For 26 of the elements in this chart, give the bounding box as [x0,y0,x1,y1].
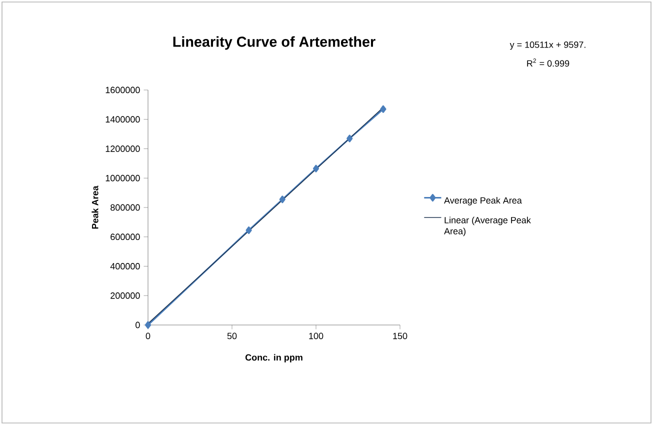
point [346,134,353,142]
point [144,321,152,329]
y-tick-label: 1000000 [106,174,140,182]
y-tick-label: 800000 [110,204,140,211]
y-tick-label: 1600000 [106,86,140,94]
y-tick-label: 400000 [110,263,140,270]
text: y = 10511x + 9597. [510,42,586,50]
y-axis-title: Peak Area [92,186,98,229]
legend-label: Linear (Average Peak Area) [444,216,531,236]
text: R$^{2}$ = 0.999 [527,58,570,67]
x-tick-label: 0 [146,332,150,340]
y-tick-label: 1400000 [106,116,140,123]
y-tick-label: 200000 [110,292,140,299]
x-tick-label: 100 [309,332,324,340]
point [380,105,386,113]
y-tick-label: 600000 [110,234,140,240]
point [246,226,252,234]
point [312,164,320,172]
y-tick-label: 0 [136,322,140,328]
x-axis-title: Conc. in ppm [245,354,302,362]
chart-title: Linearity Curve of Artemether [173,36,376,50]
point [279,196,286,204]
legend-label: Average Peak Area [444,196,522,206]
y-tick-label: 1200000 [106,146,140,152]
x-tick-label: 150 [393,332,408,340]
x-tick-label: 50 [227,332,237,340]
